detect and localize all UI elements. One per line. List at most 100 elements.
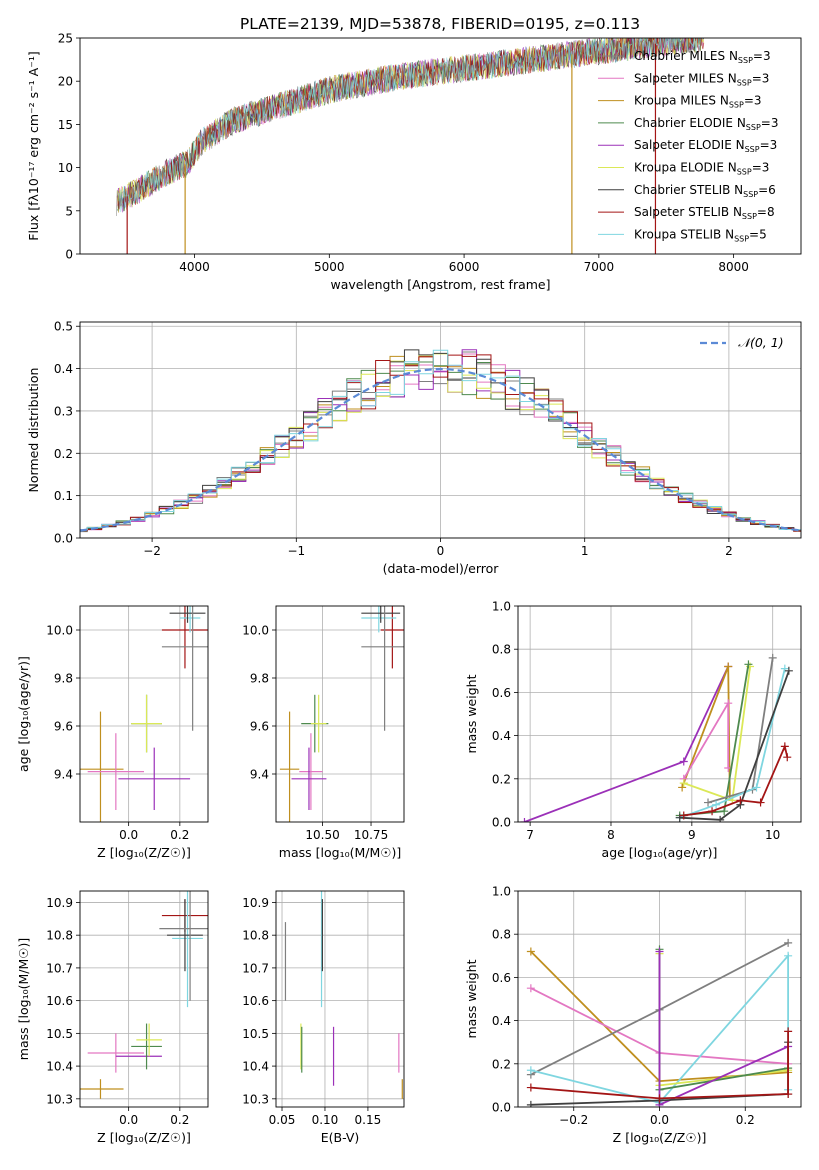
mass-weight-marker bbox=[679, 779, 688, 788]
axes-frame bbox=[517, 605, 802, 823]
x-axis-label: (data-model)/error bbox=[383, 561, 500, 576]
x-axis-label: E(B-V) bbox=[321, 1130, 360, 1145]
mass-weight-marker bbox=[526, 1083, 535, 1092]
residual-legend: 𝒩(0, 1) bbox=[700, 335, 784, 350]
y-tick-label: 0.2 bbox=[54, 447, 73, 461]
axes-frame bbox=[79, 321, 802, 539]
mass-weight-marker bbox=[783, 753, 792, 762]
mass-weight-line bbox=[683, 666, 751, 802]
mass-weight-line bbox=[679, 670, 790, 821]
mass-weight-marker bbox=[744, 660, 753, 669]
y-tick-label: 25 bbox=[58, 32, 73, 46]
y-tick-label: 0.8 bbox=[492, 643, 511, 657]
legend-entry: Salpeter ELODIE NSSP=3 bbox=[634, 138, 777, 154]
mass-weight-marker bbox=[784, 1090, 793, 1099]
y-tick-label: 9.4 bbox=[250, 768, 269, 782]
plot-area bbox=[80, 322, 801, 538]
x-tick-label: 6000 bbox=[449, 260, 480, 274]
mass-weight-marker bbox=[756, 798, 765, 807]
y-tick-label: 0.0 bbox=[492, 816, 511, 830]
x-tick-label: 8 bbox=[607, 828, 615, 842]
x-tick-label: −1 bbox=[287, 544, 305, 558]
mass-weight-marker bbox=[784, 951, 793, 960]
y-tick-label: 1.0 bbox=[492, 600, 511, 614]
mass-weight-marker bbox=[780, 742, 789, 751]
y-axis-label: Flux [fλ10⁻¹⁷ erg cm⁻² s⁻¹ A⁻¹] bbox=[26, 51, 41, 240]
mass-weight-marker bbox=[526, 1100, 535, 1107]
y-tick-label: 0.1 bbox=[54, 489, 73, 503]
y-tick-label: 9.8 bbox=[54, 672, 73, 686]
plot-area bbox=[276, 606, 404, 822]
y-tick-label: 0 bbox=[65, 248, 73, 262]
y-tick-label: 10.8 bbox=[242, 929, 269, 943]
mass-weight-marker bbox=[526, 1066, 535, 1075]
mass-weight-marker bbox=[708, 807, 717, 816]
axes-frame bbox=[79, 37, 802, 255]
panel-massweight_vs_age: 7 8 9 10 0.0 0.2 0.4 0.6 0.8 1.0 age [log₁₀(age/yr… bbox=[464, 600, 802, 860]
y-tick-label: 0.8 bbox=[492, 928, 511, 942]
mass-weight-marker bbox=[784, 1027, 793, 1036]
y-tick-label: 10.3 bbox=[242, 1092, 269, 1106]
residual-histogram bbox=[80, 349, 801, 532]
y-tick-label: 1.0 bbox=[492, 885, 511, 899]
x-axis-label: Z [log₁₀(Z/Z☉)] bbox=[97, 845, 191, 860]
x-tick-label: 0.0 bbox=[650, 1113, 669, 1127]
x-tick-label: 0.2 bbox=[736, 1113, 755, 1127]
panel-massweight_vs_Z: −0.2 0.0 0.2 0.0 0.2 0.4 0.6 0.8 1.0 Z [log₁₀(Z/Z… bbox=[464, 885, 802, 1145]
legend-entry: 𝒩(0, 1) bbox=[738, 335, 784, 350]
y-tick-label: 9.6 bbox=[54, 720, 73, 734]
y-tick-label: 10.8 bbox=[46, 929, 73, 943]
y-tick-label: 0.2 bbox=[492, 772, 511, 786]
y-tick-label: 0.4 bbox=[492, 729, 511, 743]
mass-weight-marker bbox=[704, 798, 713, 807]
y-axis-label: mass [log₁₀(M/M☉)] bbox=[16, 938, 31, 1060]
y-tick-label: 20 bbox=[58, 75, 73, 89]
mass-weight-line bbox=[679, 668, 786, 819]
plot-area bbox=[276, 891, 404, 1107]
legend-entry: Chabrier ELODIE NSSP=3 bbox=[634, 116, 778, 132]
y-tick-label: 15 bbox=[58, 118, 73, 132]
residual-histogram bbox=[80, 349, 801, 531]
y-tick-label: 10.0 bbox=[242, 624, 269, 638]
y-tick-label: 10.3 bbox=[46, 1092, 73, 1106]
mass-weight-line bbox=[530, 953, 789, 1104]
mass-weight-marker bbox=[724, 699, 733, 708]
mass-weight-line bbox=[530, 1031, 789, 1100]
x-axis-label: mass [log₁₀(M/M☉)] bbox=[279, 845, 401, 860]
mass-weight-marker bbox=[526, 984, 535, 993]
axes-frame bbox=[517, 890, 802, 1108]
axes-frame bbox=[275, 890, 405, 1108]
y-tick-label: 10.4 bbox=[242, 1060, 269, 1074]
x-tick-label: −0.2 bbox=[559, 1113, 588, 1127]
mass-weight-line bbox=[679, 664, 750, 817]
x-tick-label: 7 bbox=[526, 828, 534, 842]
y-tick-label: 10.9 bbox=[46, 896, 73, 910]
figure-title: PLATE=2139, MJD=53878, FIBERID=0195, z=0… bbox=[240, 15, 640, 33]
panel-spectrum: 4000 5000 6000 7000 8000 0 5 10 15 20 25 wavelength… bbox=[26, 32, 802, 292]
legend-entry: Kroupa MILES NSSP=3 bbox=[634, 94, 762, 110]
panel-mass_vs_Z: 0.0 0.2 10.3 10.4 10.5 10.6 10.7 10.8 10.9 Z [log… bbox=[16, 890, 209, 1145]
mass-weight-marker bbox=[724, 662, 733, 671]
x-tick-label: 8000 bbox=[718, 260, 749, 274]
x-tick-label: 0.0 bbox=[119, 1113, 138, 1127]
y-axis-label: age [log₁₀(age/yr)] bbox=[16, 656, 31, 772]
x-axis-label: Z [log₁₀(Z/Z☉)] bbox=[613, 1130, 707, 1145]
x-tick-label: 0.2 bbox=[170, 1113, 189, 1127]
x-tick-label: 10 bbox=[765, 828, 780, 842]
x-tick-label: −2 bbox=[143, 544, 161, 558]
x-tick-label: 0.2 bbox=[170, 828, 189, 842]
mass-weight-marker bbox=[526, 947, 535, 956]
mass-weight-line bbox=[707, 657, 774, 804]
y-axis-label: mass weight bbox=[464, 674, 479, 753]
mass-weight-marker bbox=[780, 664, 789, 673]
x-tick-label: 4000 bbox=[179, 260, 210, 274]
y-tick-label: 5 bbox=[65, 204, 73, 218]
normal-reference-curve bbox=[80, 367, 801, 532]
mass-weight-marker bbox=[716, 815, 725, 822]
y-tick-label: 0.3 bbox=[54, 404, 73, 418]
axes-frame bbox=[275, 605, 405, 823]
y-tick-label: 0.4 bbox=[54, 362, 73, 376]
spectrum-legend: Chabrier MILES NSSP=3 Salpeter MILES NSSP… bbox=[598, 49, 778, 243]
panel-age_vs_Z: 0.0 0.2 9.4 9.6 9.8 10.0 Z [log₁₀(Z/Z☉)] age [l… bbox=[16, 605, 209, 860]
